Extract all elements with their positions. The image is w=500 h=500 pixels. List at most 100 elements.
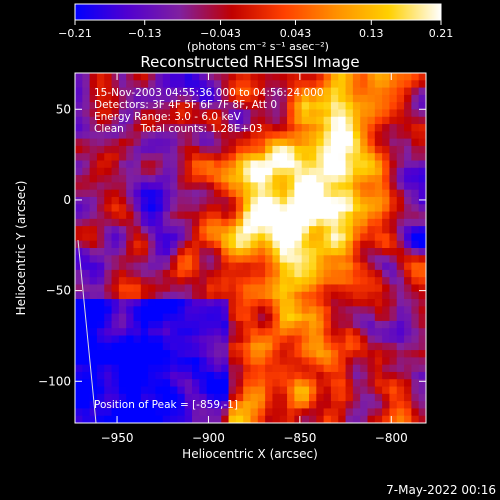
- heatmap-cell: [133, 226, 142, 235]
- heatmap-cell: [170, 233, 178, 242]
- heatmap-cell: [352, 379, 361, 388]
- heatmap-cell: [330, 320, 339, 329]
- heatmap-cell: [192, 364, 200, 373]
- heatmap-cell: [418, 364, 426, 373]
- heatmap-cell: [389, 269, 398, 278]
- heatmap-cell: [338, 248, 347, 256]
- heatmap-cell: [411, 328, 420, 337]
- heatmap-cell: [323, 160, 332, 169]
- heatmap-cell: [235, 415, 244, 423]
- heatmap-cell: [111, 94, 120, 103]
- heatmap-cell: [418, 357, 426, 366]
- heatmap-cell: [192, 306, 200, 315]
- heatmap-cell: [111, 189, 120, 198]
- heatmap-cell: [170, 189, 178, 198]
- heatmap-cell: [133, 408, 142, 417]
- heatmap-cell: [140, 233, 149, 242]
- heatmap-cell: [192, 277, 200, 286]
- heatmap-cell: [206, 124, 215, 132]
- heatmap-cell: [177, 160, 186, 169]
- heatmap-cell: [104, 87, 113, 96]
- heatmap-cell: [89, 73, 98, 81]
- heatmap-cell: [192, 94, 200, 103]
- heatmap-cell: [192, 226, 200, 235]
- heatmap-cell: [396, 291, 405, 300]
- heatmap-cell: [367, 124, 376, 132]
- heatmap-cell: [250, 350, 259, 358]
- heatmap-cell: [323, 102, 332, 111]
- heatmap-cell: [352, 87, 361, 96]
- heatmap-cell: [96, 226, 105, 235]
- heatmap-cell: [162, 182, 171, 191]
- heatmap-cell: [89, 335, 98, 344]
- heatmap-cell: [126, 284, 135, 293]
- heatmap-cell: [330, 255, 339, 264]
- heatmap-cell: [338, 167, 347, 176]
- heatmap-cell: [309, 160, 317, 169]
- heatmap-cell: [279, 116, 288, 125]
- heatmap-cell: [155, 415, 164, 423]
- heatmap-cell: [404, 109, 412, 118]
- heatmap-cell: [148, 138, 157, 147]
- heatmap-cell: [82, 73, 91, 81]
- heatmap-cell: [104, 320, 113, 329]
- heatmap-cell: [235, 277, 244, 286]
- heatmap-cell: [89, 291, 98, 300]
- heatmap-cell: [404, 415, 412, 423]
- heatmap-cell: [389, 255, 398, 264]
- heatmap-cell: [170, 313, 178, 322]
- heatmap-cell: [162, 131, 171, 140]
- heatmap-cell: [345, 109, 354, 118]
- heatmap-cell: [279, 124, 288, 132]
- heatmap-cell: [279, 291, 288, 300]
- heatmap-cell: [309, 211, 317, 220]
- heatmap-cell: [360, 269, 369, 278]
- heatmap-cell: [206, 167, 215, 176]
- heatmap-cell: [279, 408, 288, 417]
- heatmap-cell: [118, 328, 127, 337]
- heatmap-cell: [396, 415, 405, 423]
- heatmap-cell: [118, 204, 127, 213]
- heatmap-cell: [206, 204, 215, 213]
- heatmap-cell: [287, 204, 295, 213]
- heatmap-cell: [323, 175, 332, 183]
- heatmap-cell: [352, 240, 361, 249]
- heatmap-cell: [257, 364, 266, 373]
- heatmap-cell: [294, 262, 303, 271]
- heatmap-cell: [418, 109, 426, 118]
- heatmap-cell: [126, 240, 135, 249]
- heatmap-cell: [352, 94, 361, 103]
- heatmap-cell: [162, 124, 171, 132]
- heatmap-cell: [104, 131, 113, 140]
- colorbar-tick-label: 0.21: [429, 27, 454, 40]
- heatmap-cell: [360, 255, 369, 264]
- heatmap-cell: [140, 342, 149, 351]
- heatmap-cell: [162, 145, 171, 154]
- heatmap-cell: [316, 109, 325, 118]
- heatmap-cell: [250, 357, 259, 366]
- heatmap-cell: [140, 153, 149, 162]
- heatmap-cell: [199, 306, 208, 315]
- heatmap-cell: [389, 102, 398, 111]
- heatmap-cell: [294, 320, 303, 329]
- heatmap-cell: [170, 204, 178, 213]
- heatmap-cell: [338, 175, 347, 183]
- heatmap-cell: [213, 109, 222, 118]
- heatmap-cell: [140, 299, 149, 307]
- heatmap-cell: [192, 255, 200, 264]
- heatmap-cell: [396, 102, 405, 111]
- heatmap-cell: [367, 211, 376, 220]
- heatmap-cell: [162, 204, 171, 213]
- heatmap-cell: [411, 167, 420, 176]
- heatmap-cell: [228, 73, 237, 81]
- heatmap-cell: [111, 80, 120, 89]
- heatmap-cell: [228, 269, 237, 278]
- heatmap-cell: [155, 379, 164, 388]
- x-axis-ticks: −950 −900 −850 −800: [101, 73, 408, 445]
- heatmap-cell: [192, 196, 200, 205]
- heatmap-cell: [404, 299, 412, 307]
- heatmap-cell: [111, 182, 120, 191]
- heatmap-cell: [389, 357, 398, 366]
- heatmap-cell: [287, 240, 295, 249]
- heatmap-cell: [411, 124, 420, 132]
